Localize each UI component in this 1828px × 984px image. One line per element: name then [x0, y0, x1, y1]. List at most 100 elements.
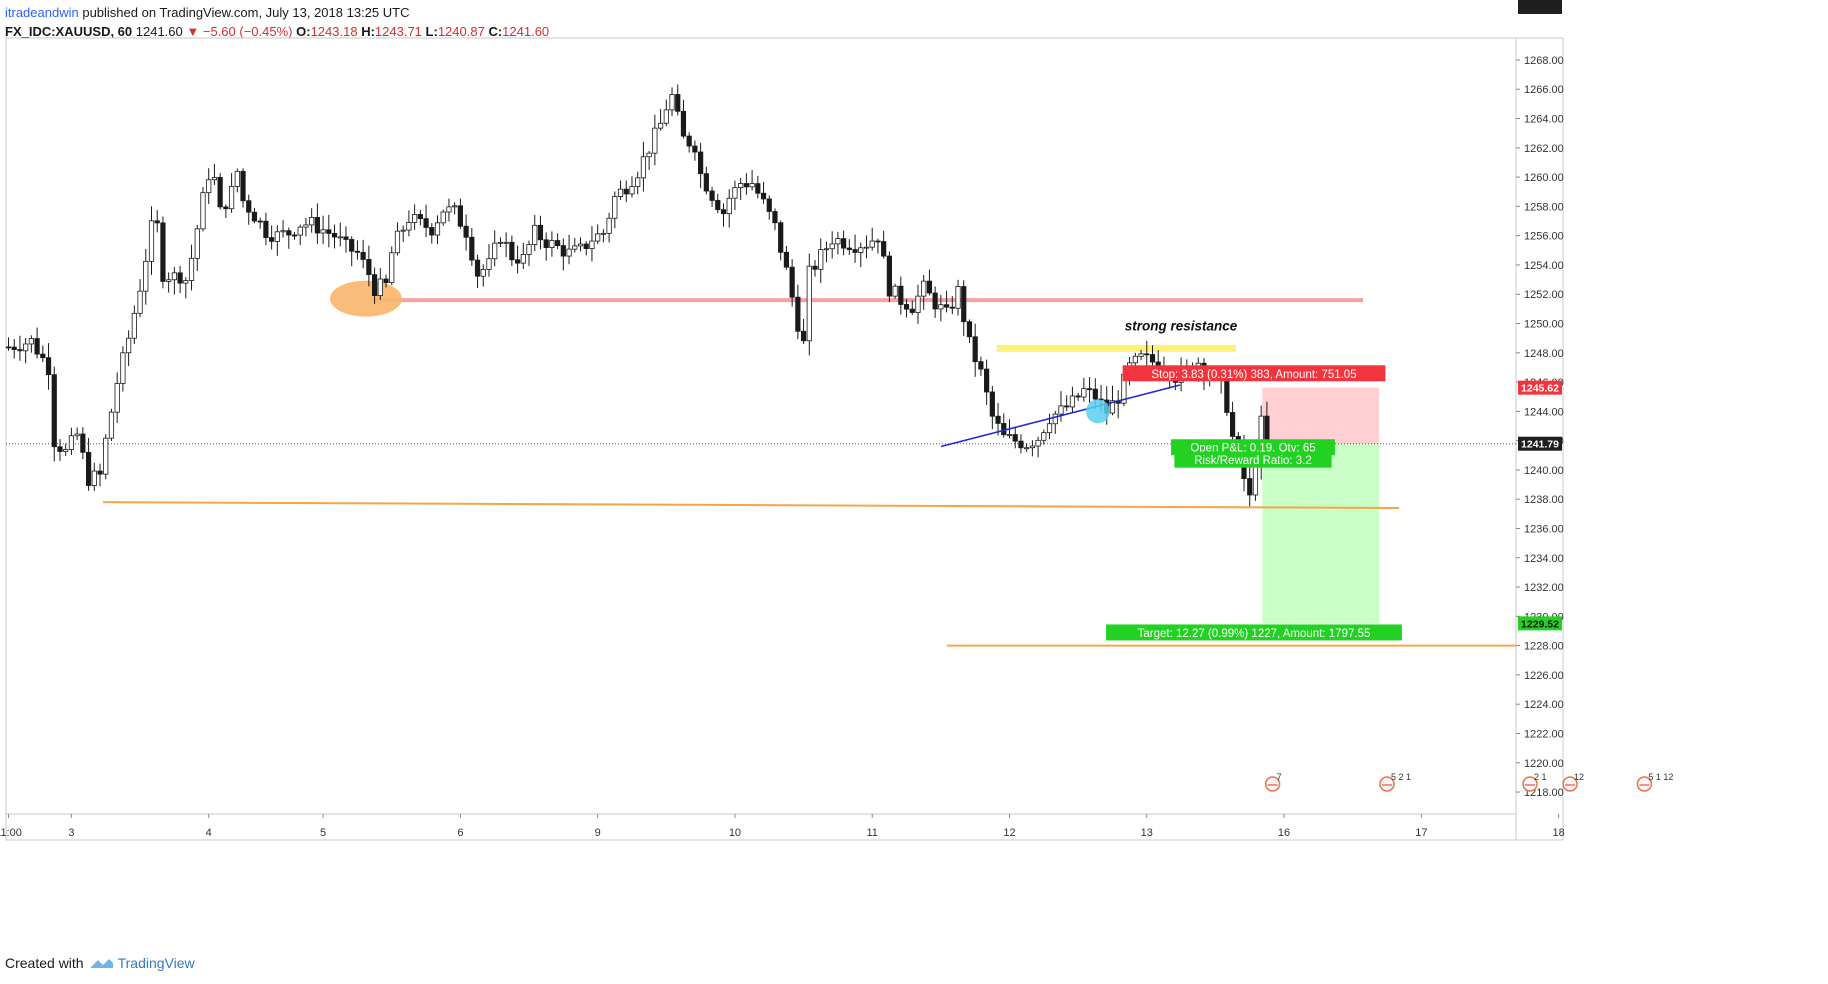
- y-tick-label: 1266.00: [1524, 84, 1564, 96]
- candle-body: [818, 249, 824, 270]
- candle-body: [555, 240, 561, 246]
- candle-body: [1029, 445, 1035, 449]
- candle-body: [675, 94, 681, 112]
- candle-body: [211, 177, 218, 181]
- close-label: C:: [488, 24, 503, 39]
- candle-body: [1069, 395, 1076, 408]
- y-tick-label: 1238.00: [1524, 494, 1564, 506]
- candle-body: [171, 272, 177, 281]
- price-tag-target-bg: [1518, 616, 1562, 631]
- candle-body: [652, 127, 658, 154]
- candle-body: [320, 229, 326, 234]
- candle-body: [966, 321, 973, 338]
- x-tick-label: 17: [1415, 827, 1427, 839]
- candle-body: [635, 177, 641, 187]
- candle-body: [1247, 478, 1253, 496]
- candle-body: [732, 187, 738, 199]
- countdown-tag-bg: [1518, 0, 1562, 14]
- last-price: 1241.60: [135, 24, 183, 39]
- y-tick-label: 1248.00: [1524, 348, 1564, 360]
- target-label-bg: [1106, 624, 1402, 641]
- candle-body: [778, 222, 784, 253]
- candle-body: [131, 312, 137, 339]
- x-tick-label: 5: [320, 827, 326, 839]
- event-count: 5 2 1: [1391, 772, 1411, 782]
- candle-body: [863, 246, 870, 249]
- candle-body: [5, 346, 12, 349]
- candle-body: [360, 251, 366, 260]
- candle-body: [640, 156, 647, 179]
- candle-body: [251, 211, 258, 222]
- symbol-name[interactable]: FX_IDC:XAUUSD, 60: [5, 24, 133, 39]
- y-tick-label: 1268.00: [1524, 55, 1564, 67]
- orange-circle-marker: [330, 280, 402, 317]
- candle-body: [34, 338, 40, 355]
- candle-body: [1024, 447, 1030, 450]
- candle-body: [1035, 439, 1041, 447]
- candle-body: [629, 186, 635, 195]
- candle-body: [537, 224, 544, 241]
- candles: [5, 84, 1270, 507]
- price-tag-entry: 1241.79: [1521, 439, 1559, 451]
- target-label: Target: 12.27 (0.99%) 1227, Amount: 1797…: [1138, 628, 1371, 640]
- candle-body: [995, 415, 1001, 424]
- chart-header: itradeandwin published on TradingView.co…: [5, 3, 549, 41]
- candle-body: [217, 177, 223, 208]
- candle-body: [772, 211, 778, 224]
- x-tick-label: 13: [1141, 827, 1153, 839]
- candle-body: [606, 217, 612, 234]
- candle-body: [349, 239, 355, 252]
- candle-body: [17, 349, 23, 352]
- candle-body: [520, 254, 526, 264]
- candle-body: [903, 304, 910, 310]
- x-tick-label: 16: [1278, 827, 1290, 839]
- candle-body: [257, 220, 263, 223]
- created-with-text: Created with: [5, 955, 84, 971]
- candle-body: [509, 241, 515, 261]
- candle-body: [680, 110, 687, 137]
- candle-body: [749, 183, 755, 188]
- x-tick-label: 18: [1552, 827, 1564, 839]
- candle-body: [154, 220, 160, 224]
- candle-body: [921, 280, 927, 297]
- candle-body: [835, 238, 841, 245]
- candle-body: [1012, 434, 1018, 442]
- candle-body: [898, 285, 904, 305]
- candle-body: [829, 243, 835, 250]
- candle-body: [234, 170, 240, 187]
- candle-body: [766, 198, 772, 212]
- resistance-highlight: [997, 344, 1236, 352]
- candle-body: [97, 470, 103, 475]
- candle-body: [457, 205, 463, 227]
- candle-body: [103, 437, 109, 475]
- candle-body: [74, 433, 80, 437]
- x-tick-label: 12: [1003, 827, 1015, 839]
- x-tick-label: 9: [595, 827, 601, 839]
- candle-body: [961, 286, 967, 323]
- candle-body: [1252, 464, 1259, 496]
- rr-label: Risk/Reward Ratio: 3.2: [1194, 455, 1312, 467]
- y-tick-label: 1258.00: [1524, 201, 1564, 213]
- candle-body: [1144, 353, 1150, 356]
- candle-body: [646, 152, 652, 158]
- candle-body: [11, 346, 17, 350]
- candle-body: [188, 257, 195, 281]
- y-tick-label: 1264.00: [1524, 114, 1564, 126]
- y-tick-label: 1260.00: [1524, 172, 1564, 184]
- candle-body: [800, 330, 807, 342]
- tradingview-brand[interactable]: TradingView: [90, 955, 195, 971]
- stop-zone: [1262, 387, 1379, 444]
- candle-body: [955, 286, 961, 309]
- x-tick-label: 11:00: [0, 827, 22, 839]
- candle-body: [309, 217, 315, 226]
- candle-body: [297, 226, 303, 236]
- candle-body: [926, 280, 933, 294]
- y-tick-label: 1226.00: [1524, 670, 1564, 682]
- high-value: 1243.71: [374, 24, 422, 39]
- author-link[interactable]: itradeandwin: [5, 5, 79, 20]
- candle-body: [1081, 388, 1087, 398]
- candle-body: [108, 411, 115, 439]
- footer: Created with TradingView: [5, 955, 195, 971]
- low-label: L:: [425, 24, 438, 39]
